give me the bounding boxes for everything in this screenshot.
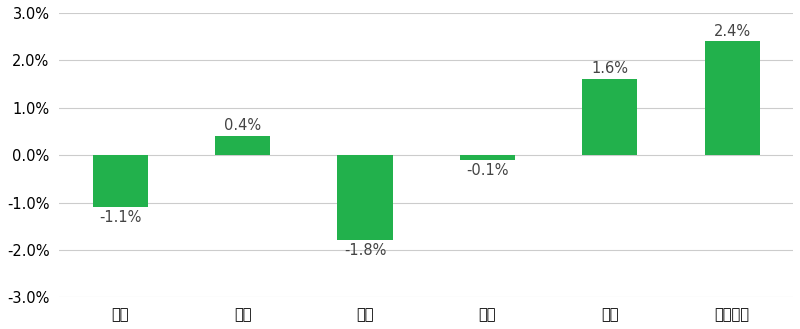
Bar	[705, 41, 760, 155]
Bar	[93, 155, 148, 207]
Text: -1.1%: -1.1%	[99, 210, 142, 225]
Text: -1.8%: -1.8%	[344, 243, 386, 258]
Bar	[338, 155, 393, 240]
Text: 2.4%: 2.4%	[714, 24, 750, 38]
Text: 1.6%: 1.6%	[591, 62, 628, 76]
Text: -0.1%: -0.1%	[466, 163, 509, 178]
Bar	[582, 79, 638, 155]
Bar	[215, 136, 270, 155]
Bar	[460, 155, 515, 160]
Text: 0.4%: 0.4%	[224, 118, 261, 133]
